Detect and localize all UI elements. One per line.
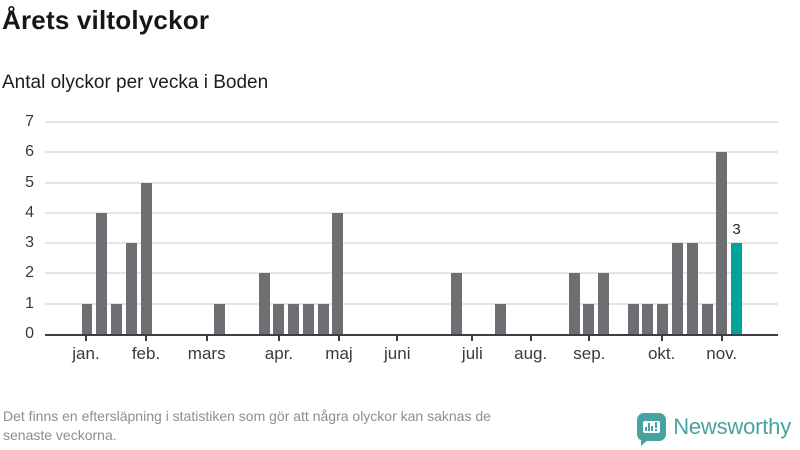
x-axis-tick-maj [338,334,340,341]
bar-week-10 [214,303,226,334]
highlight-value-label: 3 [732,221,741,239]
gridline-6 [45,151,778,154]
y-axis-label-1: 1 [25,294,34,312]
bar-week-13 [258,273,270,334]
x-axis-line [45,334,778,336]
y-axis: 0 1 2 3 4 5 6 7 [0,113,34,342]
x-axis-tick-juni [396,334,399,341]
bar-week-44 [716,152,728,334]
footnote-line2: senaste veckorna. [3,427,117,443]
bar-week-29 [494,303,506,334]
x-axis-tick-apr [277,334,280,341]
bar-week-35 [583,303,595,334]
newsworthy-logo: Newsworthy [637,413,791,446]
bar-week-4 [125,243,137,334]
bar-week-39 [642,303,654,334]
y-axis-label-6: 6 [25,143,34,161]
x-axis-tick-juli [471,334,474,341]
x-axis-label-feb: feb. [131,344,161,363]
x-axis-label-maj: maj [325,344,353,363]
bar-week-15 [288,303,300,334]
bar-week-16 [302,303,314,334]
y-axis-label-5: 5 [25,173,34,191]
gridline-5 [45,181,778,184]
x-axis-label-apr: apr. [264,344,294,363]
bar-week-42 [686,243,698,334]
bar-week-5 [140,182,152,334]
gridline-2 [45,272,778,275]
y-axis-label-4: 4 [25,203,34,221]
x-axis-tick-feb [145,334,147,341]
bar-week-45 [731,243,743,334]
x-axis-tick-aug [529,334,532,341]
gridline-3 [45,242,778,245]
bar-week-40 [657,303,669,334]
chart-subtitle: Antal olyckor per vecka i Boden [2,72,269,93]
bar-week-43 [701,303,713,334]
bar-week-3 [111,303,122,334]
bar-week-1 [81,303,93,334]
x-axis-tick-mars [205,334,208,341]
newsworthy-chart-bubble-icon [637,413,667,446]
bar-week-36 [598,273,610,334]
x-axis-label-juli: juli [461,344,483,363]
footnote-line1: Det finns en eftersläpning i statistiken… [3,408,491,424]
page-title: Årets viltolyckor [2,5,210,35]
y-axis-label-2: 2 [25,264,34,282]
bar-week-38 [627,303,639,334]
y-axis-label-3: 3 [25,234,34,252]
x-axis-label-aug: aug. [514,344,548,363]
x-axis-label-okt: okt. [647,344,676,363]
x-axis-tick-jan [84,334,87,341]
y-axis-label-0: 0 [25,325,34,342]
mini-bar-chart-glyph [643,421,661,433]
x-axis-label-juni: juni [384,344,411,363]
bar-week-17 [317,303,329,334]
bar-week-26 [450,273,462,334]
x-axis-label-nov: nov. [706,344,738,363]
x-axis-label-sep: sep. [573,344,606,363]
x-axis-label-mars: mars [187,344,226,363]
y-axis-label-7: 7 [25,113,34,130]
x-axis-tick-sep [588,334,591,341]
x-axis-tick-nov [720,334,723,341]
gridline-7 [45,121,778,123]
bar-week-2 [96,212,108,334]
footnote: Det finns en eftersläpning i statistiken… [3,407,491,445]
gridline-1 [45,302,778,305]
gridline-4 [45,211,778,214]
x-axis-label-jan: jan. [72,344,100,363]
bar-week-34 [568,273,580,334]
x-axis-tick-okt [660,334,663,341]
plot-area: 3 jan. feb. mars apr. maj juni juli aug. sep. okt… [45,121,778,363]
bar-week-14 [273,303,285,334]
newsworthy-wordmark: Newsworthy [673,414,791,439]
bar-week-18 [332,212,344,334]
bar-week-41 [672,243,683,334]
